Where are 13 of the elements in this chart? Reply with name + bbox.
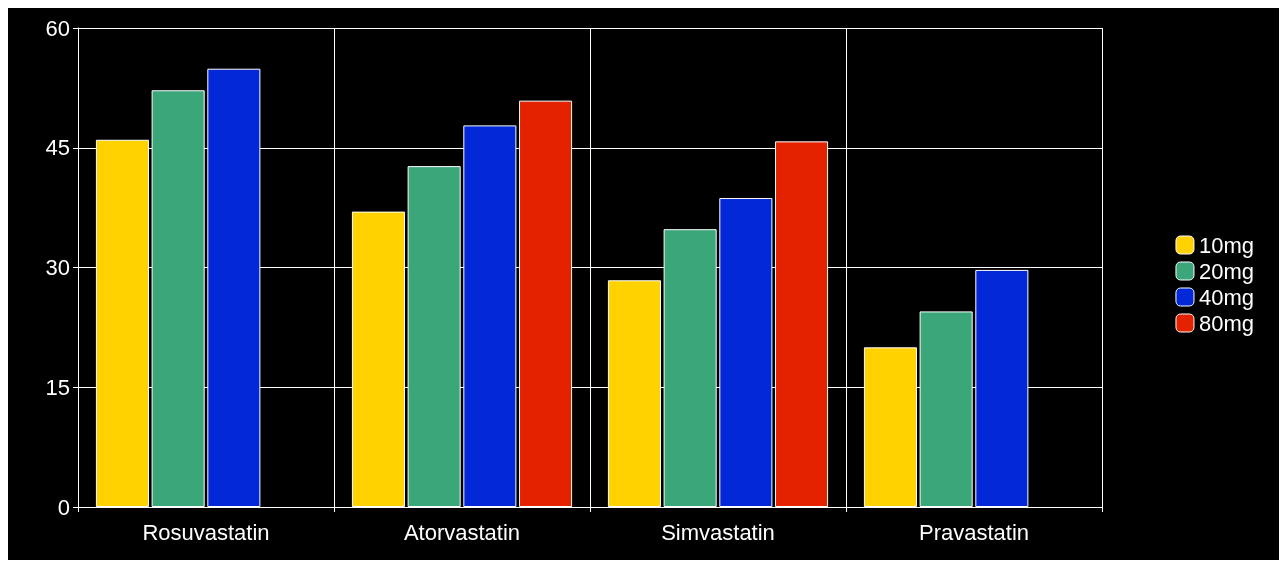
x-tick-label: Pravastatin (918, 519, 1030, 545)
x-tick-label: Atorvastatin (403, 519, 521, 545)
x-tick-label: Rosuvastatin (142, 519, 270, 545)
y-tick-label: 45 (45, 135, 70, 161)
legend-label: 10mg (1198, 232, 1255, 258)
y-tick-label: 60 (45, 15, 70, 41)
legend-label: 80mg (1198, 310, 1255, 336)
y-tick-label: 0 (57, 494, 70, 520)
legend-label: 20mg (1198, 258, 1255, 284)
y-tick-label: 30 (45, 255, 70, 280)
y-tick-label: 15 (45, 374, 70, 400)
legend-label: 40mg (1198, 284, 1255, 310)
x-tick-label: Simvastatin (661, 519, 775, 545)
